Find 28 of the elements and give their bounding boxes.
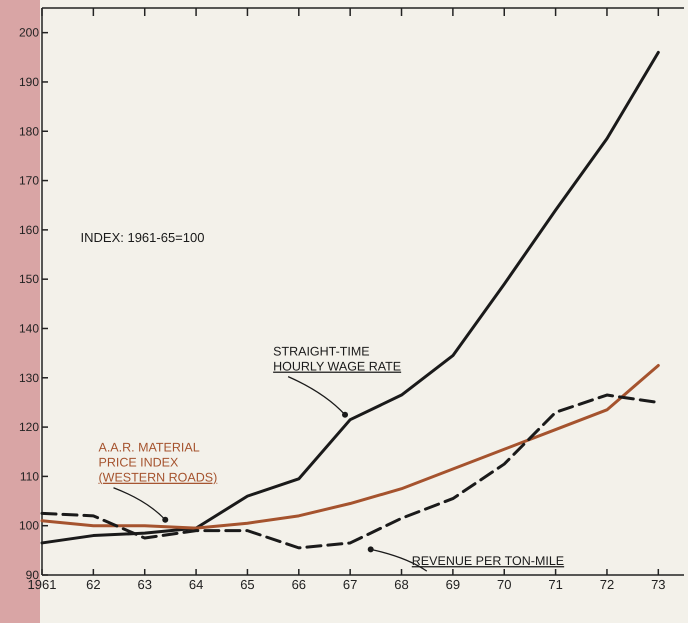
x-tick-label: 65 [240, 577, 255, 592]
y-tick-label: 200 [18, 26, 40, 40]
x-tick-label: 67 [342, 577, 358, 592]
x-tick-label: 62 [86, 577, 101, 592]
y-tick-label: 140 [18, 321, 40, 336]
x-tick-label: 69 [446, 577, 460, 592]
x-tick-label: 73 [651, 577, 666, 592]
text: REVENUE PER TON-MILE [412, 554, 564, 568]
y-tick-label: 120 [18, 420, 40, 434]
y-tick-label: 170 [18, 174, 40, 188]
line-series [40, 364, 660, 530]
x-tick-label: 64 [188, 577, 204, 592]
y-tick-label: 100 [18, 518, 40, 533]
y-tick-label: 150 [18, 272, 40, 286]
annotation: INDEX: 1961-65=100 [80, 230, 204, 246]
y-tick-label: 110 [20, 469, 40, 484]
x-tick-label: 68 [394, 577, 409, 592]
y-tick-label: 130 [18, 370, 40, 385]
series-label: STRAIGHT-TIME HOURLY WAGE RATE [273, 344, 402, 374]
y-tick-label: 180 [18, 124, 40, 138]
x-tick-label: 63 [137, 577, 152, 592]
y-tick-label: 160 [18, 222, 40, 237]
x-tick-label: 70 [497, 577, 512, 592]
text: A.A.R. MATERIAL PRICE INDEX (WESTERN ROADS) [98, 440, 218, 485]
x-tick-label: 72 [600, 577, 614, 592]
x-tick-label: 66 [292, 577, 306, 592]
x-tick-label: 71 [548, 577, 563, 592]
y-tick-label: 190 [18, 74, 40, 89]
